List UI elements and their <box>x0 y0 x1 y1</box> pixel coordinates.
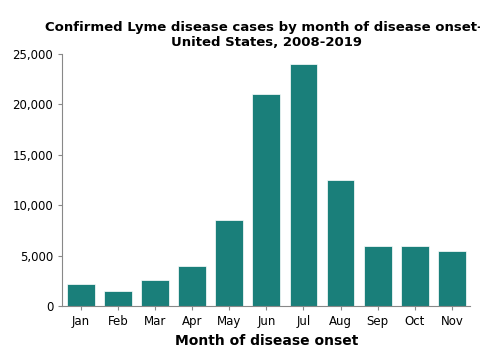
Bar <box>327 180 355 306</box>
Bar <box>401 246 429 306</box>
Bar <box>104 291 132 306</box>
Bar <box>289 64 317 306</box>
Bar <box>438 251 466 306</box>
X-axis label: Month of disease onset: Month of disease onset <box>175 334 358 348</box>
Title: Confirmed Lyme disease cases by month of disease onset--
United States, 2008-201: Confirmed Lyme disease cases by month of… <box>45 21 480 49</box>
Bar <box>178 266 206 306</box>
Bar <box>252 94 280 306</box>
Bar <box>216 220 243 306</box>
Bar <box>364 246 392 306</box>
Bar <box>67 284 95 306</box>
Bar <box>141 280 169 306</box>
